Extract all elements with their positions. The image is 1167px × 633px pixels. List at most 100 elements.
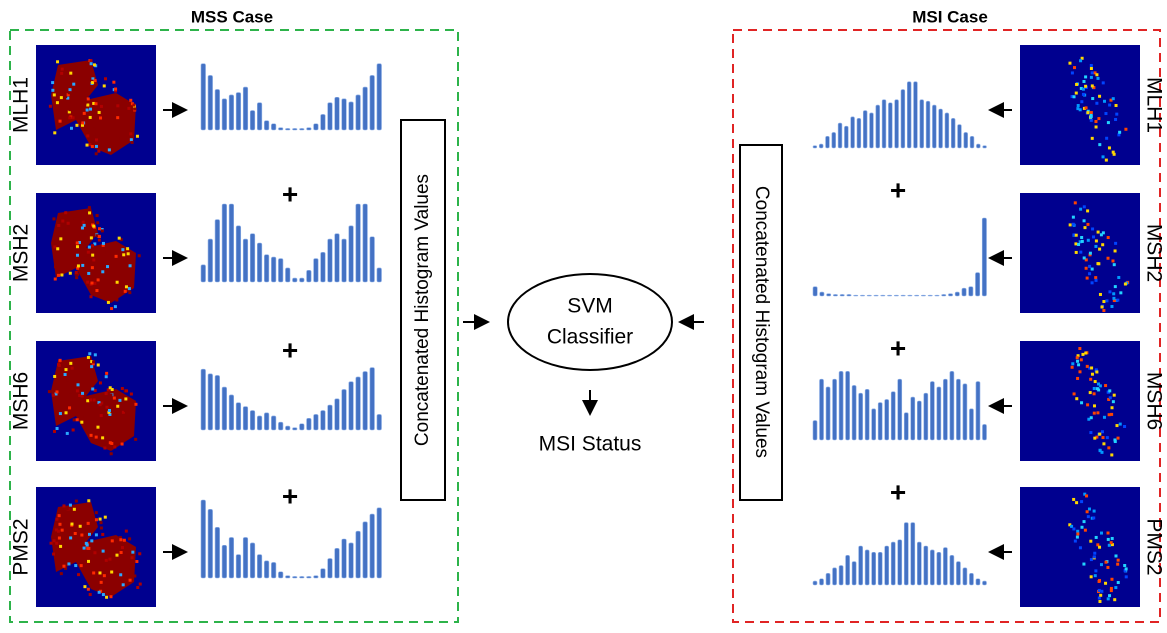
- tissue-spot: [94, 353, 97, 356]
- tissue-spot: [87, 499, 90, 502]
- histogram-bar: [826, 387, 830, 440]
- tissue-spot: [101, 436, 104, 439]
- tissue-spot: [93, 551, 96, 554]
- histogram-bar: [904, 523, 908, 585]
- plus-sign: +: [890, 174, 906, 205]
- histogram-bar: [250, 111, 255, 131]
- tissue-spot: [93, 133, 96, 136]
- tissue-spot: [104, 581, 107, 584]
- tissue-spot: [1072, 527, 1075, 530]
- tissue-spot: [1098, 579, 1101, 582]
- tissue-spot: [72, 116, 75, 119]
- tissue-spot: [1095, 370, 1098, 373]
- histogram-bar: [257, 243, 262, 282]
- histogram-bar: [349, 543, 354, 578]
- tissue-spot: [103, 410, 106, 413]
- tissue-spot: [126, 247, 129, 250]
- histogram-bar: [963, 384, 967, 440]
- histogram-bar: [847, 294, 851, 296]
- histogram-bar: [349, 102, 354, 130]
- histogram-bar: [898, 379, 902, 440]
- tissue-spot: [130, 393, 133, 396]
- histogram-bar: [935, 295, 939, 296]
- histogram-bar: [881, 295, 885, 296]
- msi-title: MSI Case: [912, 7, 988, 26]
- histogram-bar: [982, 218, 986, 296]
- histogram-bar: [926, 101, 930, 148]
- tissue-spot: [1117, 581, 1120, 584]
- tissue-spot: [80, 534, 83, 537]
- tissue-spot: [77, 383, 80, 386]
- tissue-spot: [79, 525, 82, 528]
- histogram-bar: [885, 399, 889, 440]
- tissue-spot: [94, 79, 97, 82]
- histogram-bar: [969, 573, 973, 585]
- tissue-spot: [97, 363, 100, 366]
- tissue-spot: [1076, 107, 1079, 110]
- tissue-spot: [1093, 555, 1096, 558]
- histogram-bar: [335, 234, 340, 282]
- tissue-spot: [86, 134, 89, 137]
- histogram-bar: [243, 537, 248, 578]
- histogram-bar: [236, 555, 241, 578]
- tissue-spot: [124, 409, 127, 412]
- histogram-bar: [229, 95, 234, 130]
- tissue-spot: [1095, 536, 1098, 539]
- tissue-spot: [1113, 394, 1116, 397]
- histogram-bar: [943, 379, 947, 440]
- histogram-bar: [377, 268, 382, 282]
- histogram-bar: [832, 132, 836, 148]
- tissue-spot: [105, 596, 108, 599]
- tissue-spot: [1086, 510, 1089, 513]
- histogram-bar: [342, 389, 347, 430]
- histogram-bar: [236, 93, 241, 130]
- tissue-spot: [75, 124, 78, 127]
- tissue-spot: [69, 72, 72, 75]
- histogram-bar: [370, 368, 375, 430]
- histogram-bar: [257, 555, 262, 578]
- tissue-spot: [66, 432, 69, 435]
- tissue-spot: [1076, 530, 1079, 533]
- histogram-bar: [300, 128, 305, 130]
- tissue-spot: [1084, 352, 1087, 355]
- tissue-spot: [74, 564, 77, 567]
- tissue-spot: [128, 537, 131, 540]
- tissue-spot: [100, 521, 103, 524]
- tissue-spot: [1095, 279, 1098, 282]
- histogram-bar: [888, 103, 892, 148]
- plus-sign: +: [890, 476, 906, 507]
- tissue-spot: [58, 523, 61, 526]
- histogram-bar: [363, 522, 368, 578]
- tissue-spot: [110, 406, 113, 409]
- tissue-spot: [88, 246, 91, 249]
- tissue-spot: [76, 254, 79, 257]
- tissue-spot: [1083, 256, 1086, 259]
- tissue-spot: [115, 255, 118, 258]
- tissue-spot: [1076, 536, 1079, 539]
- tissue-spot: [1074, 201, 1077, 204]
- tissue-spot: [105, 372, 108, 375]
- histogram-bar: [222, 387, 227, 430]
- tissue-spot: [53, 131, 56, 134]
- tissue-spot: [103, 251, 106, 254]
- histogram-bar: [943, 548, 947, 585]
- tissue-spot: [80, 415, 83, 418]
- tissue-spot: [75, 66, 78, 69]
- tissue-spot: [1083, 520, 1086, 523]
- tissue-spot: [1100, 451, 1103, 454]
- gene-label: PMS2: [1142, 518, 1165, 575]
- tissue-spot: [127, 252, 130, 255]
- tissue-spot: [130, 138, 133, 141]
- histogram-bar: [950, 555, 954, 585]
- tissue-spot: [66, 379, 69, 382]
- tissue-spot: [73, 418, 76, 421]
- tissue-spot: [1090, 64, 1093, 67]
- tissue-spot: [1115, 113, 1118, 116]
- tissue-spot: [1093, 387, 1096, 390]
- tissue-spot: [1077, 363, 1080, 366]
- tissue-spot: [1089, 391, 1092, 394]
- concat-label-right: Concatenated Histogram Values: [751, 186, 772, 458]
- tissue-spot: [121, 387, 124, 390]
- tissue-spot: [100, 414, 103, 417]
- tissue-spot: [1118, 131, 1121, 134]
